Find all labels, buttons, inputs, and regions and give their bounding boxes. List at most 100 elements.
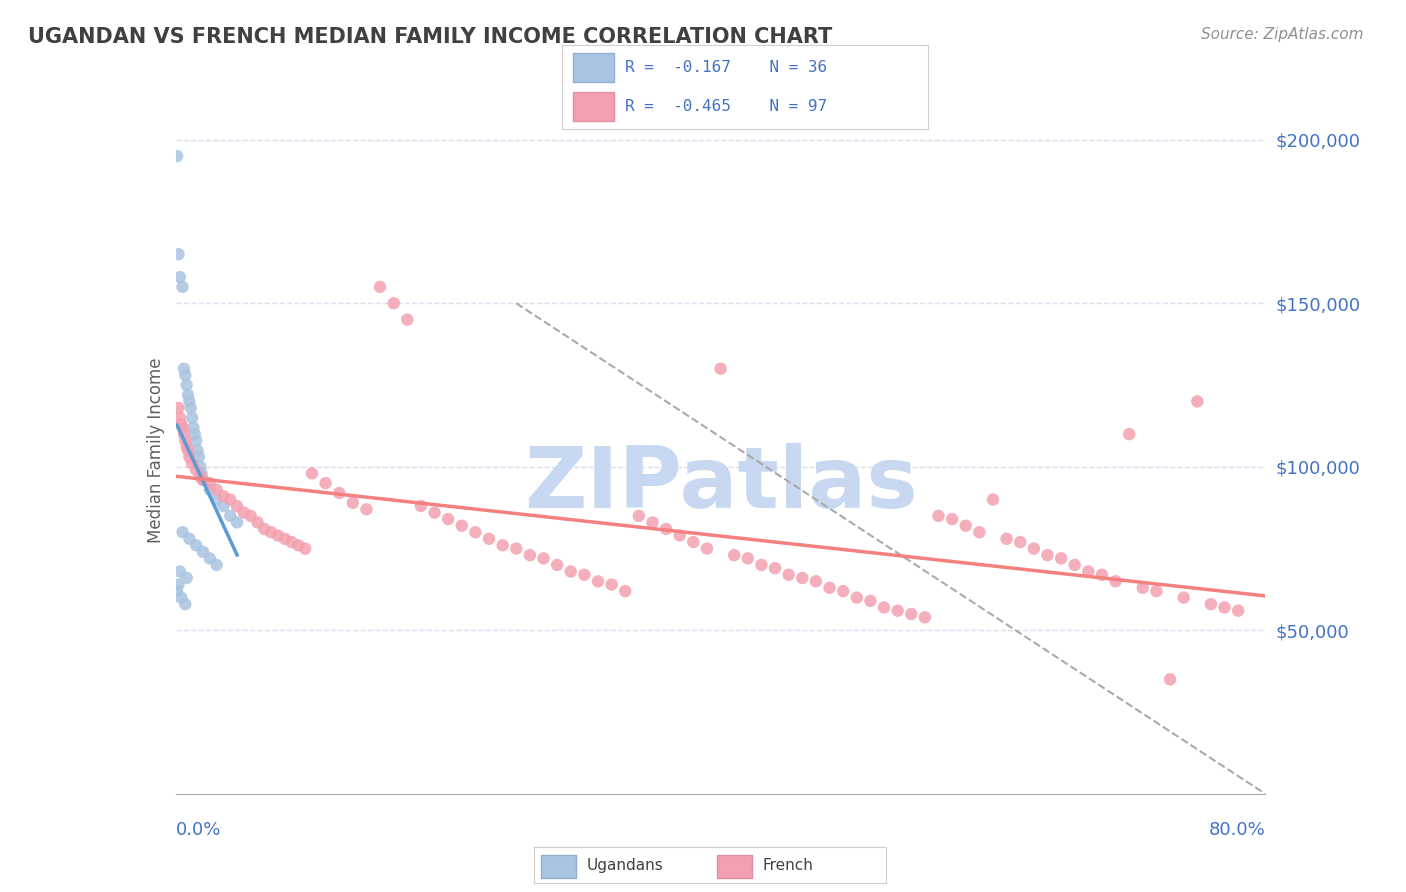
Point <box>1077 565 1099 579</box>
Point <box>859 594 882 608</box>
FancyBboxPatch shape <box>717 855 752 878</box>
Text: French: French <box>762 858 814 872</box>
Point <box>1187 394 1209 409</box>
Point <box>280 535 302 549</box>
Point <box>226 499 249 513</box>
Point <box>627 508 650 523</box>
Point <box>368 280 391 294</box>
Point <box>464 525 486 540</box>
Point <box>981 492 1004 507</box>
Point <box>505 541 527 556</box>
Point <box>1132 581 1154 595</box>
Point <box>166 584 188 599</box>
Point <box>751 558 773 572</box>
Point <box>995 532 1018 546</box>
Text: UGANDAN VS FRENCH MEDIAN FAMILY INCOME CORRELATION CHART: UGANDAN VS FRENCH MEDIAN FAMILY INCOME C… <box>28 27 832 46</box>
Point <box>167 247 190 261</box>
Point <box>682 535 704 549</box>
Point <box>226 516 249 530</box>
Point <box>1227 604 1250 618</box>
Point <box>396 312 419 326</box>
Point <box>174 434 197 448</box>
Point <box>198 476 221 491</box>
Point <box>169 270 191 285</box>
Point <box>183 420 205 434</box>
Point <box>763 561 786 575</box>
Point <box>1199 597 1222 611</box>
Point <box>174 368 197 383</box>
Point <box>253 522 276 536</box>
Point <box>1036 548 1059 562</box>
Point <box>176 440 198 454</box>
Point <box>239 508 262 523</box>
Point <box>212 499 235 513</box>
Point <box>1213 600 1236 615</box>
Point <box>519 548 541 562</box>
Point <box>1159 673 1181 687</box>
Point <box>1063 558 1085 572</box>
Point <box>873 600 896 615</box>
Point <box>1144 584 1167 599</box>
Point <box>900 607 922 621</box>
Point <box>173 427 195 442</box>
Point <box>1010 535 1032 549</box>
Point <box>205 492 228 507</box>
Text: 80.0%: 80.0% <box>1209 822 1265 839</box>
Point <box>696 541 718 556</box>
Point <box>191 473 214 487</box>
Point <box>219 508 242 523</box>
Point <box>450 518 472 533</box>
Point <box>188 469 211 483</box>
Point <box>778 567 800 582</box>
Point <box>955 518 977 533</box>
Point <box>187 450 209 464</box>
Point <box>315 476 337 491</box>
Text: ZIPatlas: ZIPatlas <box>523 443 918 526</box>
FancyBboxPatch shape <box>574 54 613 82</box>
Point <box>166 149 188 163</box>
Point <box>710 361 733 376</box>
Point <box>409 499 432 513</box>
Point <box>246 516 269 530</box>
Point <box>173 361 195 376</box>
Point <box>723 548 745 562</box>
Point <box>232 506 254 520</box>
Point <box>274 532 297 546</box>
Point <box>437 512 460 526</box>
Point <box>560 565 582 579</box>
Point <box>186 443 209 458</box>
Point <box>804 574 827 589</box>
Point <box>205 483 228 497</box>
Point <box>219 492 242 507</box>
Point <box>478 532 501 546</box>
Point <box>167 577 190 591</box>
Point <box>191 473 214 487</box>
Point <box>737 551 759 566</box>
Point <box>533 551 555 566</box>
Point <box>287 538 309 552</box>
FancyBboxPatch shape <box>541 855 576 878</box>
Point <box>655 522 678 536</box>
Point <box>190 467 212 481</box>
Point <box>167 401 190 415</box>
Point <box>198 483 221 497</box>
Text: Ugandans: Ugandans <box>588 858 664 872</box>
Point <box>170 417 193 432</box>
Point <box>212 489 235 503</box>
Point <box>668 528 690 542</box>
Point <box>1091 567 1114 582</box>
Point <box>969 525 991 540</box>
Point <box>188 459 211 474</box>
Y-axis label: Median Family Income: Median Family Income <box>146 358 165 543</box>
Point <box>792 571 814 585</box>
Point <box>1050 551 1073 566</box>
Point <box>186 538 208 552</box>
Point <box>177 443 200 458</box>
Point <box>198 551 221 566</box>
Text: 0.0%: 0.0% <box>176 822 221 839</box>
Point <box>186 463 208 477</box>
Point <box>818 581 841 595</box>
Point <box>169 410 191 425</box>
Point <box>1118 427 1140 442</box>
Point <box>179 532 201 546</box>
